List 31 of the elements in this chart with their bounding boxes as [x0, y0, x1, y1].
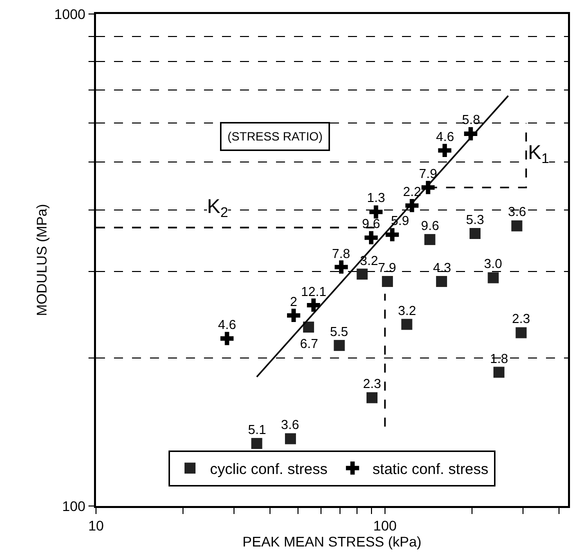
annotation: 12.1	[301, 284, 326, 299]
annotation: 3.6	[281, 417, 300, 432]
legend-label: static conf. stress	[372, 460, 488, 478]
annotation: 7.8	[332, 246, 350, 261]
annotation: 3.0	[484, 256, 502, 271]
annotation: 2.3	[512, 311, 530, 326]
y-axis-title: MODULUS (MPa)	[33, 204, 50, 316]
annotation: 4.6	[436, 129, 454, 144]
annotation: 9.6	[421, 218, 440, 233]
annotation: 2	[290, 294, 298, 309]
y-tick-label: 1000	[54, 6, 86, 22]
legend-label: cyclic conf. stress	[210, 460, 328, 478]
annotation: K$_{2}$	[207, 196, 228, 220]
annotation: 1.3	[367, 190, 386, 205]
annotation: 5.3	[466, 212, 484, 227]
annotation: 5.1	[248, 422, 266, 437]
annotation: K$_{1}$	[528, 142, 550, 166]
x-axis-title: PEAK MEAN STRESS (kPa)	[242, 534, 422, 550]
annotation: 4.6	[218, 317, 236, 332]
annotation: 2.3	[363, 376, 382, 391]
annotation: (STRESS RATIO)	[228, 130, 323, 144]
x-tick-label: 10	[88, 518, 104, 534]
annotation: 1.8	[490, 351, 508, 366]
annotation: 6.7	[300, 336, 318, 351]
annotation: 3.2	[398, 303, 416, 318]
annotation: 2.2	[403, 184, 422, 199]
annotation: 7.9	[419, 166, 438, 181]
annotation: 3.2	[360, 253, 378, 268]
annotation: 3.6	[508, 204, 526, 219]
annotation: 9.6	[362, 216, 380, 231]
annotation: 5.5	[330, 324, 348, 339]
